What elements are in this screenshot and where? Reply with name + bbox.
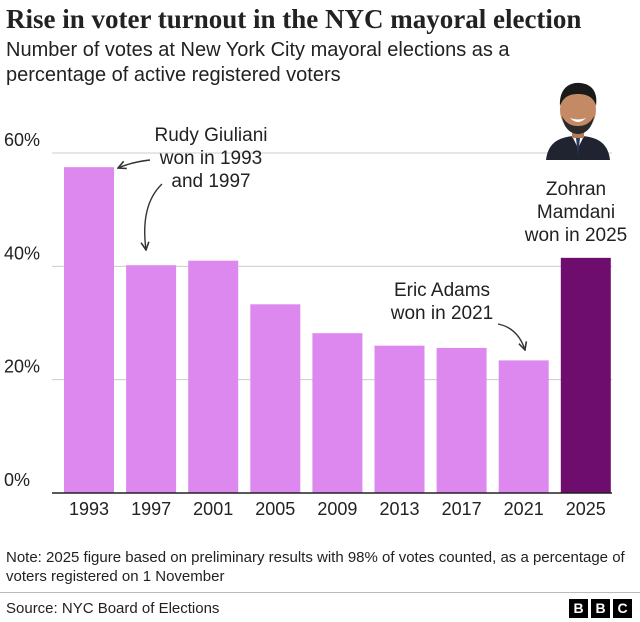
bar-1997: [126, 265, 177, 493]
chart-subtitle: Number of votes at New York City mayoral…: [6, 39, 510, 86]
y-tick-label: 40%: [4, 243, 40, 263]
annotation-arrow: [497, 323, 525, 350]
chart-title: Rise in voter turnout in the NYC mayoral…: [6, 4, 582, 34]
x-tick-label: 2009: [317, 499, 357, 519]
y-tick-label: 20%: [4, 357, 40, 377]
x-tick-label: 2013: [379, 499, 419, 519]
bar-2017: [436, 347, 487, 493]
y-tick-label: 0%: [4, 470, 30, 490]
bar-2009: [312, 333, 363, 493]
annotation-label: Zohran Mamdani won in 2025: [524, 179, 627, 246]
annotation-label: Eric Adams won in 2021: [390, 280, 493, 324]
bar-2001: [188, 260, 239, 493]
logo-letter: B: [569, 599, 588, 618]
footnote: Note: 2025 figure based on preliminary r…: [6, 549, 625, 585]
bar-2025: [560, 257, 611, 493]
annotations: Rudy Giuliani won in 1993 and 1997 Eric Ada…: [118, 125, 627, 350]
annotation-label: Rudy Giuliani won in 1993 and 1997: [155, 125, 268, 192]
logo-letter: C: [613, 599, 632, 618]
x-tick-label: 1993: [69, 499, 109, 519]
bar-2013: [374, 345, 425, 493]
bbc-logo: B B C: [569, 599, 632, 618]
logo-letter: B: [591, 599, 610, 618]
x-tick-label: 2005: [255, 499, 295, 519]
footer-divider: [0, 592, 640, 593]
x-tick-label: 2017: [442, 499, 482, 519]
y-tick-label: 60%: [4, 130, 40, 150]
annotation-arrow: [145, 183, 163, 250]
bar-2021: [498, 360, 549, 493]
bar-2005: [250, 304, 301, 493]
source-text: Source: NYC Board of Elections: [6, 600, 220, 617]
bar-chart: 1993 1997 2001 2005 2009 2013 2017 2021 2025 0% 2…: [4, 125, 627, 519]
candidate-portrait-icon: [546, 82, 610, 160]
x-tick-label: 1997: [131, 499, 171, 519]
x-axis: 1993 1997 2001 2005 2009 2013 2017 2021 2025: [52, 492, 612, 519]
bar-1993: [64, 167, 114, 493]
y-axis: 0% 20% 40% 60%: [4, 130, 40, 490]
x-tick-label: 2001: [193, 499, 233, 519]
x-tick-label: 2021: [504, 499, 544, 519]
annotation-arrow: [118, 159, 151, 168]
x-tick-label: 2025: [566, 499, 606, 519]
bars: [64, 167, 611, 493]
